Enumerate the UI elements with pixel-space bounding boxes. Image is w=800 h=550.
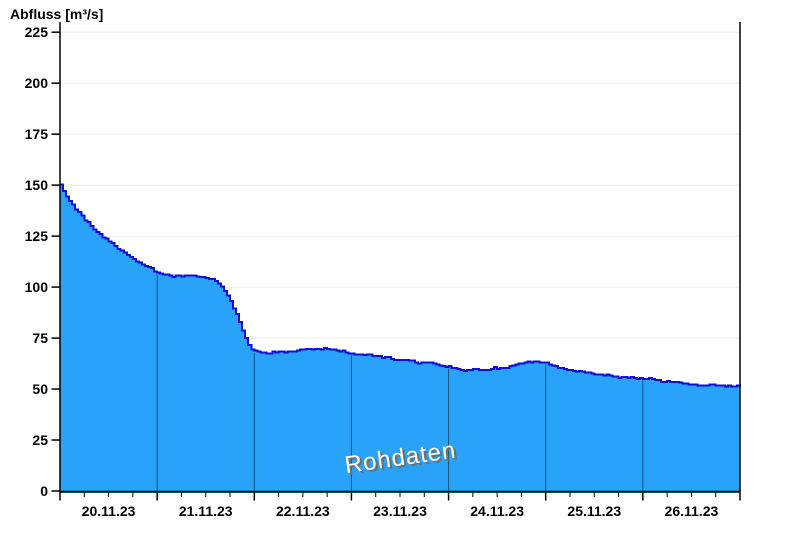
discharge-area-group [60, 184, 740, 491]
y-tick-label: 200 [25, 75, 49, 91]
y-tick-label: 100 [25, 279, 49, 295]
x-tick-label: 20.11.23 [82, 503, 136, 519]
x-tick-label: 23.11.23 [373, 503, 427, 519]
discharge-area [60, 184, 740, 491]
y-tick-label: 0 [40, 483, 48, 499]
y-tick-label: 150 [25, 177, 49, 193]
x-ticks [59, 492, 741, 501]
y-tick-label: 125 [25, 228, 49, 244]
discharge-line-group [60, 183, 741, 388]
y-tick-label: 25 [32, 432, 48, 448]
y-tick-label: 75 [32, 330, 48, 346]
y-tick-label: 225 [25, 24, 49, 40]
chart-title: Abfluss [m³/s] [10, 6, 104, 22]
x-tick-label: 22.11.23 [276, 503, 330, 519]
y-tick-label: 50 [32, 381, 48, 397]
x-tick-label: 21.11.23 [179, 503, 233, 519]
x-tick-label: 24.11.23 [470, 503, 524, 519]
discharge-line [60, 183, 741, 388]
y-tick-label: 175 [25, 126, 49, 142]
day-separators [156, 274, 644, 491]
y-ticks [51, 31, 60, 492]
x-tick-label: 25.11.23 [567, 503, 621, 519]
y-tick-labels: 0 25 50 75 100 125 150 175 200 225 [25, 24, 49, 499]
x-tick-labels: 20.11.23 21.11.23 22.11.23 23.11.23 24.11.23… [82, 503, 719, 519]
axes [59, 22, 741, 493]
x-tick-label: 26.11.23 [665, 503, 719, 519]
